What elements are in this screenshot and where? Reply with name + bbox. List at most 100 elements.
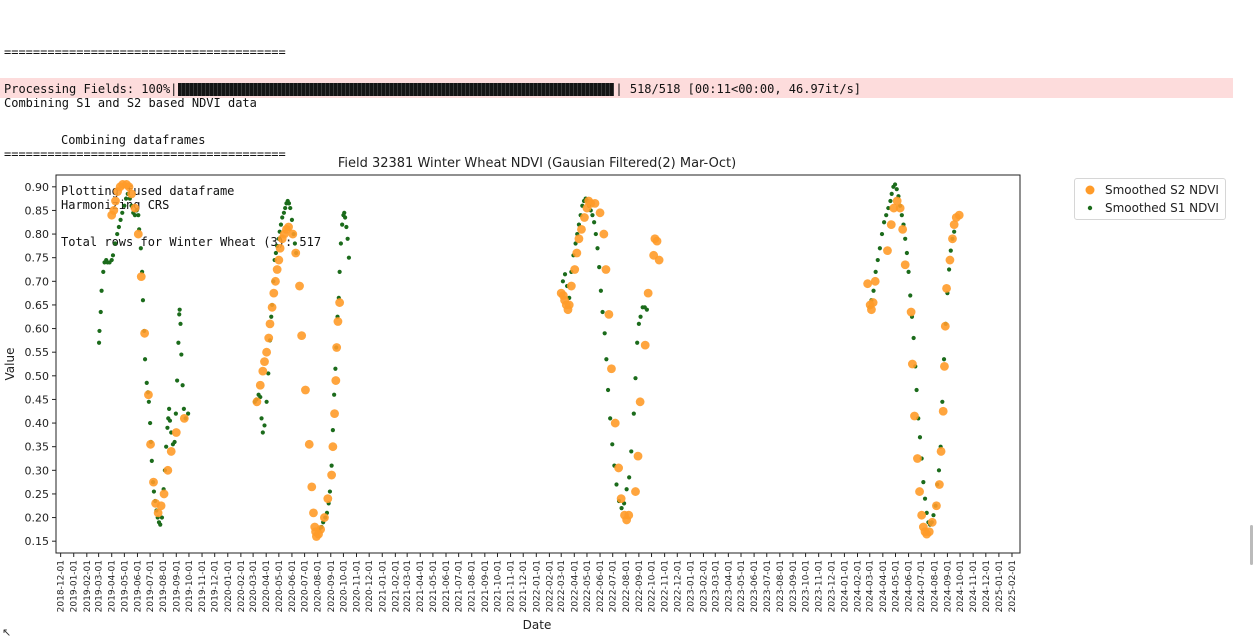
s1-point — [941, 357, 947, 362]
x-tick-label: 2023-09-01 — [789, 560, 799, 612]
s1-point — [136, 213, 141, 218]
s1-point — [338, 241, 343, 246]
s1-point — [180, 383, 185, 388]
y-tick-label: 0.80 — [25, 228, 50, 241]
y-tick-label: 0.55 — [25, 346, 50, 359]
x-tick-label: 2019-01-01 — [70, 560, 80, 612]
s1-point — [146, 399, 151, 404]
s2-point — [949, 220, 959, 230]
s1-point — [144, 380, 149, 385]
s2-point — [940, 361, 949, 371]
s1-point — [619, 506, 624, 511]
x-tick-label: 2022-10-01 — [648, 560, 658, 612]
s2-point — [265, 319, 275, 329]
s1-point — [280, 215, 285, 220]
s2-point — [288, 229, 298, 239]
s1-point — [952, 229, 957, 234]
x-tick-label: 2021-09-01 — [481, 560, 491, 612]
s2-point — [867, 305, 876, 315]
scrollbar-thumb[interactable] — [1250, 525, 1253, 565]
x-tick-label: 2019-05-01 — [120, 560, 130, 612]
output-line: Combining S1 and S2 based NDVI data — [4, 96, 257, 110]
s1-point — [159, 515, 165, 520]
s1-point — [877, 246, 882, 251]
s1-point — [142, 357, 148, 362]
s1-point — [178, 321, 183, 326]
s2-point — [109, 206, 119, 215]
s1-point — [289, 217, 295, 222]
s1-point — [175, 378, 180, 383]
s1-point — [140, 298, 146, 303]
x-tick-label: 2020-10-01 — [339, 560, 349, 612]
y-tick-label: 0.30 — [25, 464, 50, 477]
s1-marker-icon — [1075, 202, 1105, 214]
s1-point — [602, 331, 607, 336]
x-tick-label: 2021-08-01 — [468, 560, 478, 612]
x-tick-label: 2023-05-01 — [737, 560, 747, 612]
s2-point — [328, 442, 338, 452]
x-tick-label: 2020-01-01 — [224, 560, 234, 612]
s1-point — [148, 420, 153, 426]
s2-point — [284, 222, 293, 232]
s2-point — [307, 482, 317, 492]
s2-point — [297, 331, 307, 341]
s2-point — [332, 343, 342, 352]
s1-point — [633, 376, 638, 381]
s1-point — [914, 387, 919, 393]
s2-point — [323, 494, 333, 504]
progress-suffix: | 518/518 [00:11<00:00, 46.97it/s] — [615, 82, 862, 96]
output-line: Total rows for Winter Wheat (3): 517 — [61, 235, 322, 249]
s1-point — [875, 257, 880, 263]
s2-point — [574, 234, 584, 244]
s2-point — [264, 333, 274, 343]
y-tick-label: 0.65 — [25, 299, 50, 312]
s1-point — [921, 480, 926, 485]
s1-point — [112, 241, 118, 246]
s1-point — [590, 213, 595, 218]
x-tick-label: 2023-12-01 — [827, 560, 837, 612]
mouse-cursor-icon: ↖ — [2, 626, 12, 639]
s2-point — [616, 494, 626, 504]
x-tick-label: 2019-07-01 — [146, 560, 156, 612]
x-tick-label: 2024-01-01 — [840, 560, 850, 612]
s1-point — [181, 406, 186, 411]
s1-point — [605, 387, 611, 393]
x-tick-label: 2018-12-01 — [57, 560, 67, 612]
x-tick-label: 2022-01-01 — [532, 560, 542, 612]
s2-point — [269, 288, 279, 298]
s1-point — [329, 463, 334, 468]
s1-point — [593, 231, 598, 237]
x-tick-label: 2019-04-01 — [108, 560, 118, 612]
s1-point — [149, 458, 154, 463]
chart-legend: Smoothed S2 NDVI Smoothed S1 NDVI — [1074, 178, 1226, 220]
s2-point — [927, 517, 937, 527]
s2-point — [643, 288, 653, 298]
s1-point — [636, 321, 641, 326]
separator-line: ======================================= — [4, 45, 286, 59]
x-tick-label: 2022-03-01 — [557, 560, 567, 612]
s2-point — [934, 480, 944, 489]
s1-point — [946, 267, 952, 272]
s1-point — [879, 231, 885, 237]
s1-point — [165, 425, 170, 430]
s1-point — [259, 416, 264, 421]
s2-point — [111, 196, 120, 206]
s2-point — [913, 454, 922, 463]
s1-point — [186, 411, 191, 416]
s2-point — [331, 376, 341, 385]
s2-point — [252, 397, 262, 407]
x-tick-label: 2020-02-01 — [237, 560, 247, 612]
x-tick-label: 2024-04-01 — [879, 560, 889, 612]
s1-point — [98, 309, 103, 315]
s2-point — [654, 255, 664, 265]
s1-point — [330, 428, 335, 433]
s1-point — [940, 399, 945, 404]
s1-point — [635, 340, 640, 345]
s1-point — [340, 222, 345, 227]
s2-point — [910, 411, 919, 421]
y-tick-label: 0.75 — [25, 252, 50, 265]
x-tick-label: 2020-04-01 — [262, 560, 272, 612]
s1-point — [888, 198, 893, 204]
x-tick-label: 2023-03-01 — [711, 560, 721, 612]
x-tick-label: 2021-10-01 — [493, 560, 503, 612]
